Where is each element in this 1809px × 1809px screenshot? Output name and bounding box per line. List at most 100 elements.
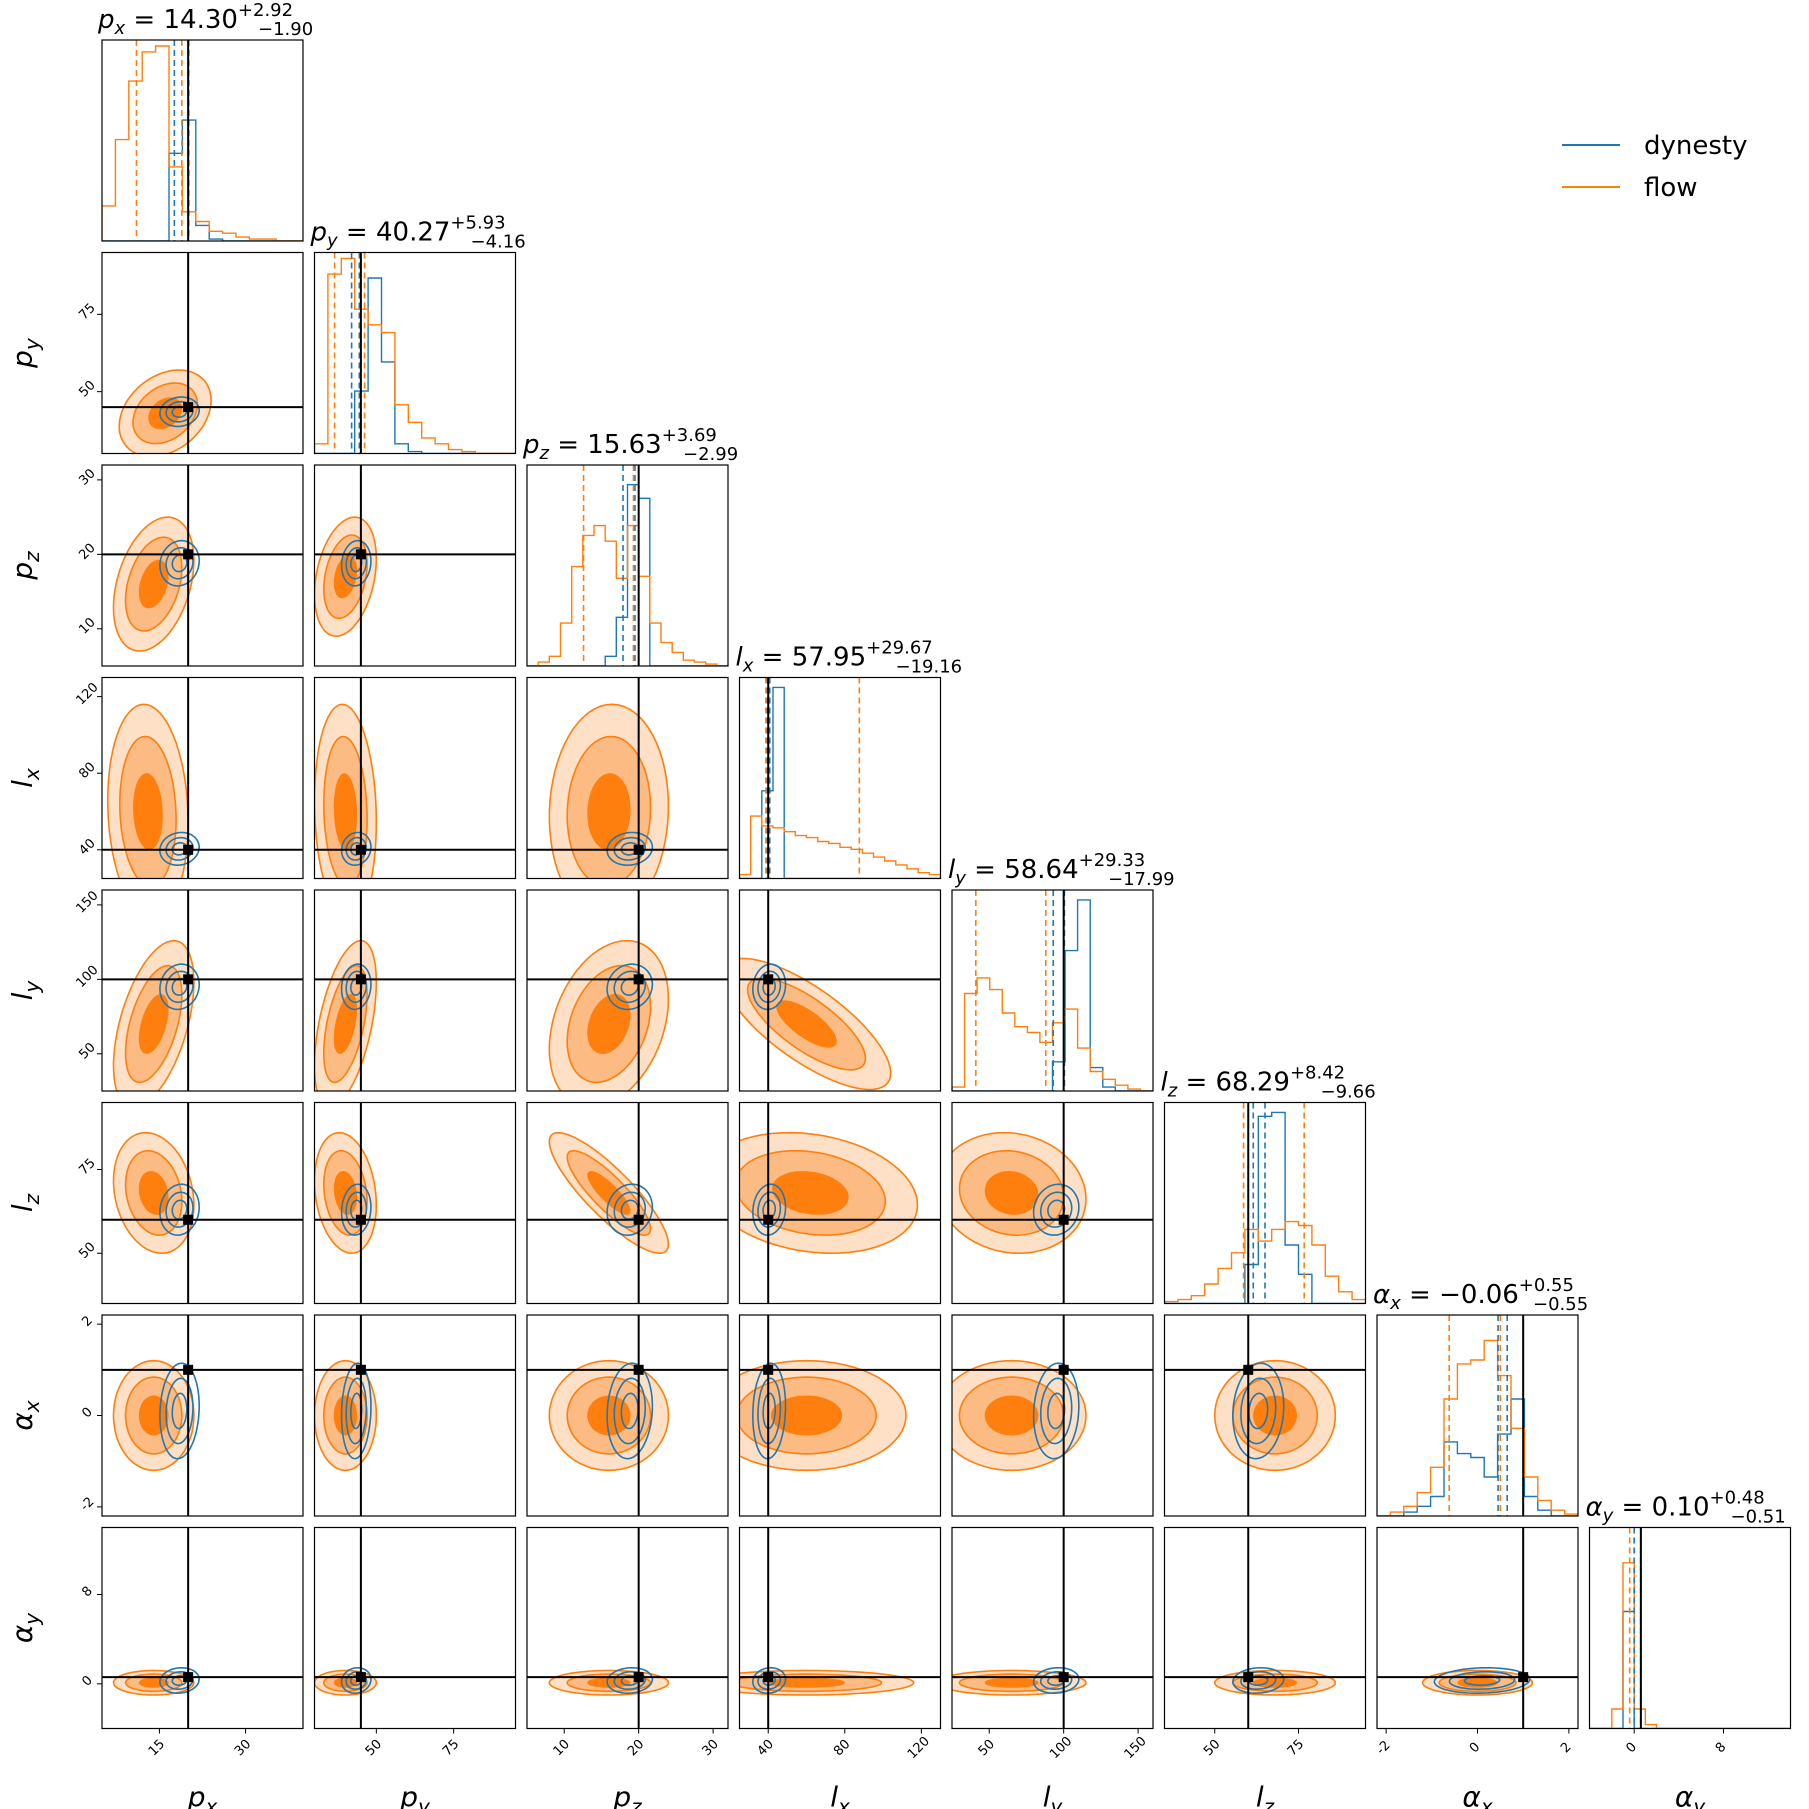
truth-marker-px_lz — [183, 1214, 194, 1225]
contour-panel-ly-lz — [952, 1102, 1153, 1304]
ytick-label-lz-1: 75 — [76, 1156, 98, 1178]
dynesty-contour-px_lx-1 — [165, 836, 194, 861]
dynesty-contour-lz_ax-2 — [1231, 1362, 1285, 1460]
hist-dynesty-ax — [1377, 1398, 1578, 1516]
dynesty-contour-lx_ax-1 — [757, 1377, 782, 1445]
dynesty-contour-ly_ay-2 — [1032, 1667, 1080, 1694]
contour-panel-lx-ly — [739, 890, 941, 1091]
contour-panel-py-lx — [314, 677, 516, 879]
flow-contour-pz_ay-2 — [587, 1677, 631, 1688]
panel-frame-6-2 — [526, 1314, 729, 1517]
panel-frame-7-2 — [526, 1526, 729, 1730]
panel-frame-4-0 — [101, 889, 304, 1092]
panel-frame-3-0 — [101, 676, 304, 880]
flow-contour-px_lx-2 — [133, 773, 163, 850]
dynesty-contour-py_lx-2 — [340, 831, 372, 866]
title-ay: αy = 0.10+0.48 −0.51 — [1586, 1488, 1786, 1528]
panel-frame-2-1 — [313, 464, 517, 667]
ytick-label-lx-0: 40 — [76, 836, 98, 858]
ylabel-ax: αx — [6, 1400, 44, 1430]
hist-panel-px — [102, 40, 303, 241]
dynesty-contour-px_ax-1 — [165, 1377, 194, 1445]
ytick-label-pz-2: 30 — [76, 466, 98, 488]
hist-panel-lz — [1164, 1102, 1366, 1304]
truth-marker-pz_lx — [633, 844, 644, 855]
dynesty-contour-px_py-2 — [159, 396, 201, 428]
dynesty-contour-lz_ay-1 — [1240, 1671, 1277, 1690]
truth-marker-py_lx — [355, 844, 366, 855]
truth-marker-py_ly — [355, 974, 366, 985]
dynesty-contour-py_lz-2 — [340, 1183, 372, 1236]
truth-marker-lz_ax — [1243, 1364, 1254, 1375]
dynesty-contour-lx_ax-0 — [762, 1392, 776, 1430]
flow-contour-px_ay-2 — [138, 1677, 169, 1688]
hist-panel-pz — [527, 465, 728, 666]
ytick-label-lx-2: 120 — [73, 680, 101, 708]
dynesty-contour-pz_lz-1 — [613, 1191, 646, 1228]
hist-panel-ay — [1589, 1527, 1791, 1729]
ylabel-ly: ly — [6, 980, 44, 1001]
dynesty-contour-px_lx-2 — [159, 831, 201, 867]
panel-frame-4-4 — [951, 889, 1154, 1092]
panel-frame-6-3 — [738, 1314, 942, 1517]
ytick-label-ay-1: 8 — [79, 1584, 95, 1600]
hist-flow-lz — [1164, 1220, 1366, 1304]
xtick-label-ax-1: 0 — [1467, 1740, 1483, 1756]
panel-frame-1-0 — [101, 251, 304, 455]
panel-frame-5-4 — [951, 1101, 1154, 1305]
xlabel-ax: αx — [1462, 1781, 1492, 1809]
contour-panel-px-ly — [102, 890, 303, 1091]
xtick-label-lx-0: 40 — [755, 1737, 777, 1759]
hist-panel-py — [314, 252, 516, 454]
contour-panel-lx-ax — [739, 1315, 941, 1516]
xtick-label-ly-2: 150 — [1122, 1734, 1150, 1762]
xtick-label-ax-2: 2 — [1558, 1740, 1574, 1756]
ytick-label-ly-0: 50 — [76, 1040, 98, 1062]
xtick-label-py-0: 50 — [363, 1737, 385, 1759]
ytick-label-py-1: 75 — [76, 301, 98, 323]
panel-frame-5-5 — [1163, 1101, 1367, 1305]
panel-frame-7-1 — [313, 1526, 517, 1730]
xtick-label-lz-1: 75 — [1285, 1737, 1307, 1759]
contour-panel-py-ly — [314, 890, 516, 1091]
truth-marker-pz_ay — [633, 1672, 644, 1683]
hist-flow-ax — [1377, 1339, 1578, 1516]
panel-frame-5-1 — [313, 1101, 517, 1305]
panel-frame-6-4 — [951, 1314, 1154, 1517]
panel-frame-7-6 — [1376, 1526, 1579, 1730]
xlabel-ly: ly — [1043, 1781, 1064, 1809]
truth-marker-py_lz — [355, 1214, 366, 1225]
truth-marker-py_pz — [355, 549, 366, 560]
panel-frame-7-0 — [101, 1526, 304, 1730]
flow-contour-ly_lz-2 — [984, 1170, 1039, 1215]
flow-contour-py_ay-2 — [333, 1677, 357, 1688]
panel-frame-1-1 — [313, 251, 517, 455]
xlabel-py: py — [399, 1781, 431, 1809]
panel-frame-2-2 — [526, 464, 729, 667]
contour-panel-lz-ay — [1164, 1527, 1366, 1729]
truth-marker-ly_ax — [1058, 1364, 1069, 1375]
truth-marker-px_ly — [183, 974, 194, 985]
dynesty-contour-ly_ax-0 — [1047, 1392, 1066, 1430]
dynesty-contour-px_lz-2 — [159, 1183, 201, 1237]
xlabel-ay: αy — [1675, 1781, 1706, 1809]
contour-panel-lx-lz — [739, 1102, 941, 1304]
ytick-label-ly-2: 150 — [73, 888, 101, 916]
xtick-label-ay-1: 8 — [1713, 1740, 1729, 1756]
panel-frame-6-1 — [313, 1314, 517, 1517]
panel-frame-7-4 — [951, 1526, 1154, 1730]
ytick-label-py-0: 50 — [76, 378, 98, 400]
dynesty-contour-px_pz-2 — [159, 539, 201, 587]
xtick-label-ay-0: 0 — [1623, 1740, 1639, 1756]
panel-frame-0-0 — [101, 39, 304, 242]
panel-frame-4-3 — [738, 889, 942, 1092]
hist-flow-ay — [1589, 1562, 1791, 1729]
panel-frame-5-0 — [101, 1101, 304, 1305]
contour-panel-px-lx — [102, 677, 303, 879]
ytick-label-ax-2: 2 — [79, 1313, 95, 1329]
contour-panel-pz-ax — [527, 1315, 728, 1516]
contour-panel-pz-lx — [527, 677, 728, 879]
xtick-label-ly-1: 100 — [1047, 1734, 1075, 1762]
dynesty-contour-py_lz-1 — [345, 1191, 368, 1228]
